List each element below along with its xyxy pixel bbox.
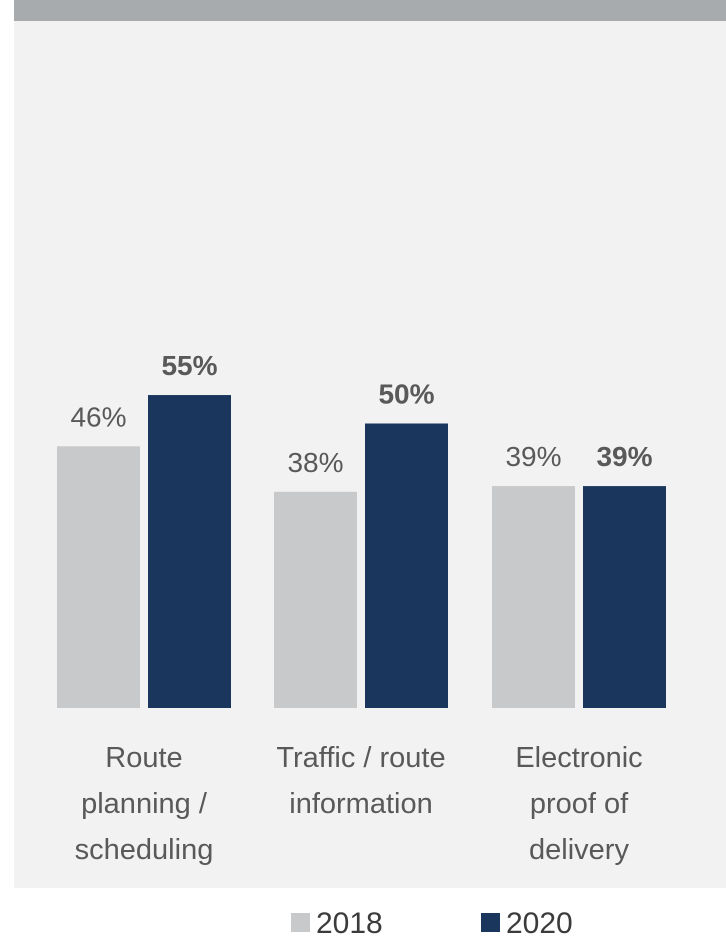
- legend-swatch-2020: [481, 913, 500, 932]
- data-label-2020-1: 50%: [378, 379, 434, 410]
- category-label-0-1: planning /: [81, 788, 208, 820]
- category-label-0-0: Route: [105, 742, 182, 774]
- data-label-2020-0: 55%: [161, 350, 217, 381]
- category-label-0-2: scheduling: [75, 834, 214, 866]
- bar-2020-2: [583, 486, 666, 708]
- bar-2018-0: [57, 446, 140, 708]
- data-label-2018-1: 38%: [287, 447, 343, 478]
- data-label-2018-0: 46%: [70, 401, 126, 432]
- bar-2020-0: [148, 395, 231, 708]
- category-label-2-2: delivery: [529, 834, 629, 866]
- legend-swatch-2018: [291, 913, 310, 932]
- data-label-2018-2: 39%: [505, 441, 561, 472]
- category-label-2-1: proof of: [530, 788, 629, 820]
- bar-2020-1: [365, 423, 448, 708]
- bar-2018-2: [492, 486, 575, 708]
- category-label-2-0: Electronic: [515, 742, 642, 774]
- legend-label-2018: 2018: [316, 907, 383, 940]
- bar-2018-1: [274, 491, 357, 708]
- category-label-1-0: Traffic / route: [276, 742, 445, 774]
- legend-label-2020: 2020: [506, 907, 573, 940]
- top-bar: [14, 0, 726, 21]
- data-label-2020-2: 39%: [596, 441, 652, 472]
- category-label-1-1: information: [289, 788, 432, 820]
